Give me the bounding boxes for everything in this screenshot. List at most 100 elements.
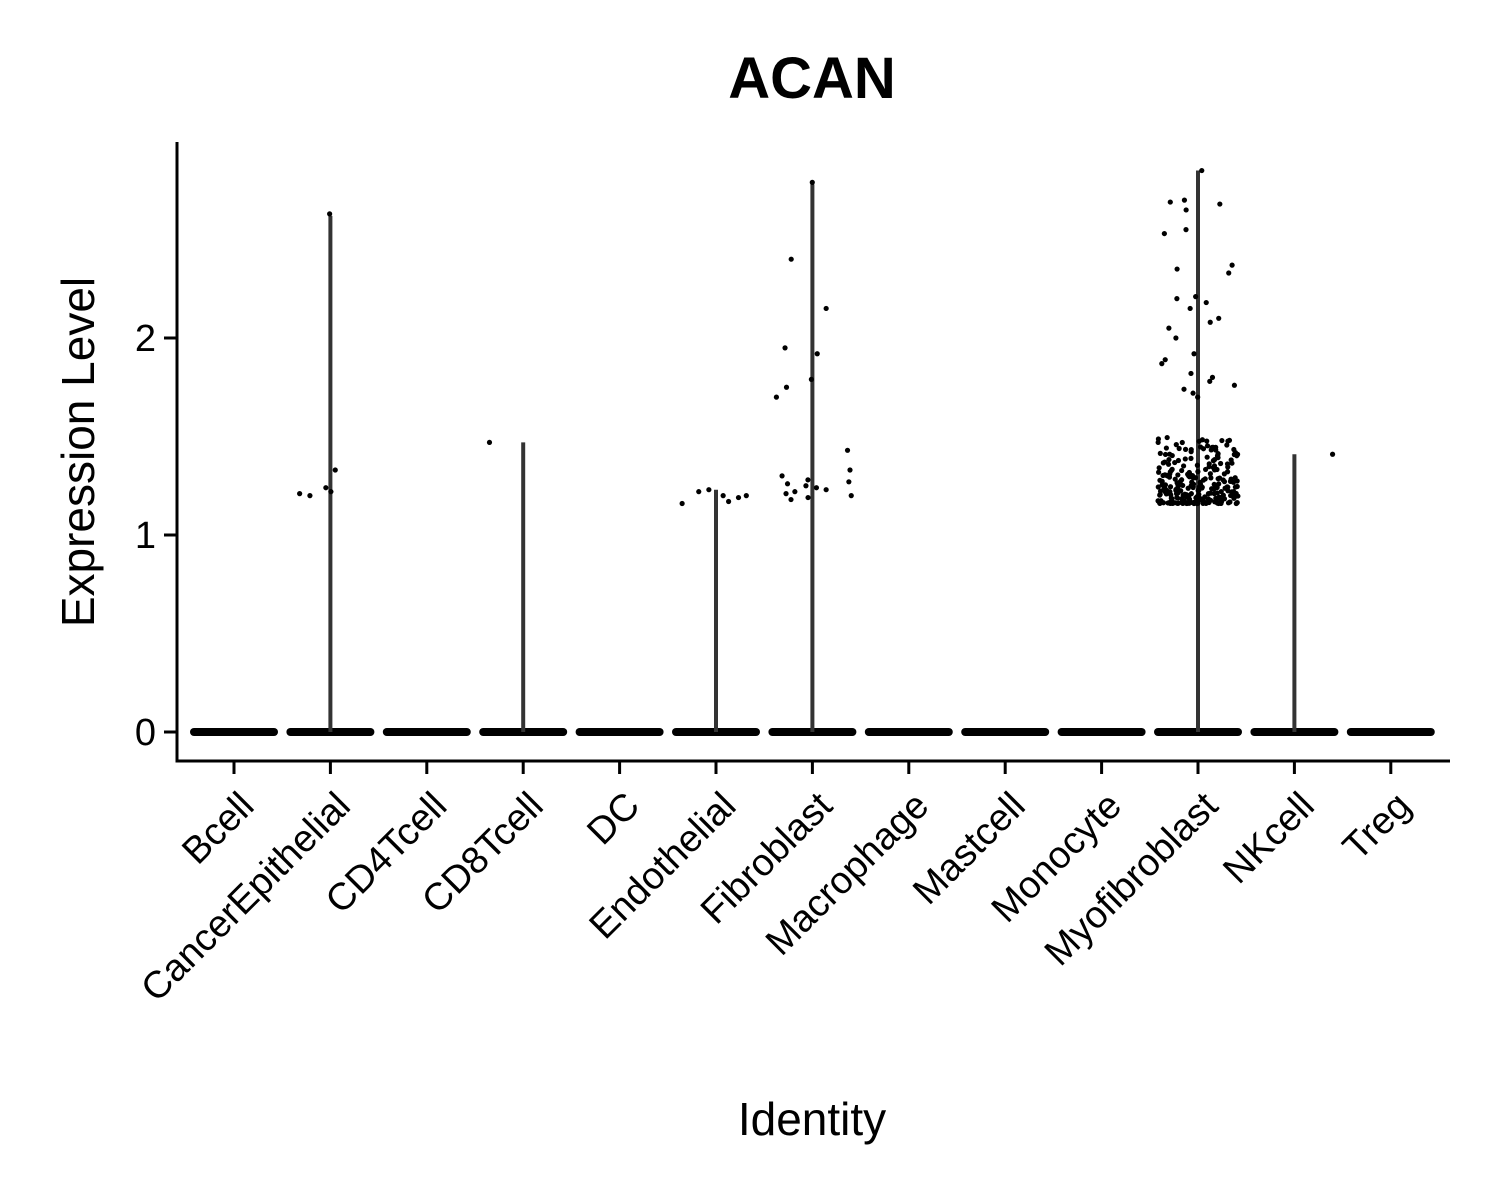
point-fibroblast [783,491,789,497]
point-myofibroblast [1162,459,1168,465]
point-endothelial [706,487,712,493]
point-myofibroblast [1183,227,1189,233]
point-myofibroblast [1167,199,1173,205]
point-nkcell [1329,451,1336,457]
point-myofibroblast [1232,475,1238,481]
point-myofibroblast [1185,485,1191,491]
point-fibroblast [808,376,814,382]
point-myofibroblast [1217,201,1223,207]
y-tick-label: 0 [135,712,156,754]
point-myofibroblast [1195,487,1201,493]
point-myofibroblast [1202,466,1209,473]
point-myofibroblast [1182,446,1189,452]
point-myofibroblast [1181,197,1188,203]
point-endothelial [725,498,732,505]
point-myofibroblast [1175,472,1181,478]
point-myofibroblast [1175,500,1182,506]
point-myofibroblast [1209,374,1216,380]
point-myofibroblast [1215,452,1221,458]
point-myofibroblast [1174,480,1180,486]
x-axis-label: Identity [738,1093,886,1145]
point-myofibroblast [1179,467,1185,474]
point-myofibroblast [1199,167,1205,174]
point-myofibroblast [1174,495,1181,501]
point-myofibroblast [1231,446,1237,453]
point-myofibroblast [1166,325,1172,331]
point-myofibroblast [1187,471,1193,477]
point-myofibroblast [1194,462,1200,468]
point-myofibroblast [1159,361,1165,367]
point-fibroblast [847,467,853,473]
point-myofibroblast [1186,493,1192,499]
point-cancerepithelial [327,211,333,217]
point-myofibroblast [1211,481,1217,488]
point-cancerepithelial [332,467,338,473]
point-cd8tcell [486,439,493,446]
x-tick-label: Bcell [174,785,262,873]
point-myofibroblast [1175,490,1181,496]
point-myofibroblast [1183,207,1189,213]
point-myofibroblast [1162,451,1169,458]
violin-base-treg [1346,728,1435,736]
point-fibroblast [803,483,809,489]
violin-base-mastcell [961,728,1050,736]
point-cancerepithelial [307,493,313,499]
point-myofibroblast [1210,458,1217,464]
x-tick-label: Myofibroblast [1037,784,1227,974]
point-myofibroblast [1180,463,1187,469]
point-fibroblast [788,256,794,262]
point-fibroblast [823,487,829,493]
point-myofibroblast [1216,481,1222,487]
point-fibroblast [783,384,790,390]
point-myofibroblast [1229,492,1235,498]
point-myofibroblast [1167,484,1174,490]
point-myofibroblast [1180,482,1186,489]
point-myofibroblast [1227,499,1233,505]
point-myofibroblast [1156,465,1162,471]
y-axis-label: Expression Level [52,277,104,627]
y-tick-label: 2 [135,318,156,360]
point-myofibroblast [1194,499,1201,506]
point-myofibroblast [1199,485,1205,491]
violin-base-dc [575,728,664,736]
point-fibroblast [846,479,852,485]
point-myofibroblast [1218,497,1224,503]
point-myofibroblast [1234,483,1240,490]
point-myofibroblast [1195,469,1201,475]
violin-base-bcell [190,728,278,736]
point-myofibroblast [1206,464,1212,470]
point-fibroblast [814,351,820,357]
point-myofibroblast [1197,444,1204,450]
point-fibroblast [788,496,794,503]
point-myofibroblast [1190,483,1196,489]
point-myofibroblast [1203,299,1209,306]
point-myofibroblast [1166,457,1172,463]
point-myofibroblast [1213,495,1219,501]
point-myofibroblast [1194,495,1200,501]
point-myofibroblast [1225,464,1231,470]
chart-title: ACAN [728,46,896,111]
point-myofibroblast [1208,475,1214,481]
point-myofibroblast [1204,443,1211,449]
point-myofibroblast [1157,450,1163,456]
point-myofibroblast [1226,270,1232,276]
x-tick-label: DC [579,785,648,854]
point-myofibroblast [1229,460,1235,466]
violin-base-monocyte [1057,728,1146,736]
point-myofibroblast [1202,476,1208,482]
point-fibroblast [792,489,798,495]
point-fibroblast [844,447,851,453]
point-myofibroblast [1226,437,1233,443]
point-fibroblast [823,305,829,312]
point-myofibroblast [1181,386,1187,392]
point-myofibroblast [1181,499,1187,505]
point-myofibroblast [1196,438,1202,444]
point-myofibroblast [1165,461,1172,467]
point-fibroblast [805,477,811,483]
point-myofibroblast [1229,262,1235,268]
point-myofibroblast [1187,305,1193,312]
point-myofibroblast [1213,444,1219,450]
point-myofibroblast [1161,230,1167,237]
point-myofibroblast [1217,460,1224,467]
